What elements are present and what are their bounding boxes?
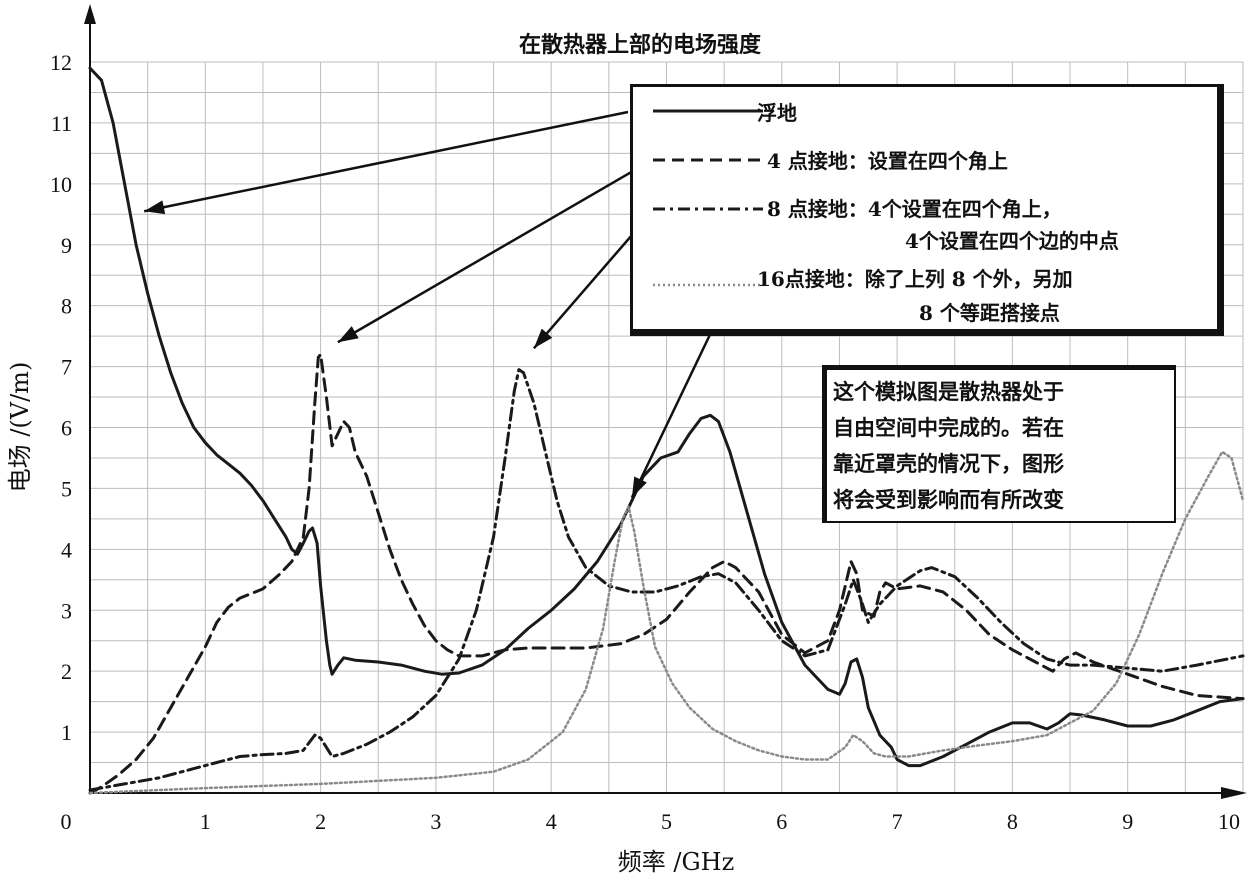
annotation-arrow-1 <box>337 158 653 344</box>
x-tick-label: 7 <box>892 809 903 834</box>
x-tick-label: 1 <box>200 809 211 834</box>
x-tick-label: 2 <box>315 809 326 834</box>
y-axis-label: 电场 /(V/m) <box>6 362 34 493</box>
y-tick-label: 6 <box>61 416 72 441</box>
y-tick-label: 3 <box>61 598 72 623</box>
chart-title: 在散热器上部的电场强度 <box>519 32 762 58</box>
x-tick-label: 5 <box>661 809 672 834</box>
y-tick-label: 4 <box>61 537 72 562</box>
x-tick-label: 9 <box>1122 809 1133 834</box>
legend-label-16pt-line2: 8 个等距搭接点 <box>919 301 1060 325</box>
series-line-1 <box>88 352 1245 795</box>
x-axis-arrow <box>1221 787 1247 799</box>
legend-label-16pt: 16点接地：除了上列 8 个外，另加 <box>757 267 1073 291</box>
arrowhead-icon <box>144 200 166 215</box>
y-tick-label: 9 <box>61 233 72 258</box>
x-tick-label: 3 <box>430 809 441 834</box>
series-line-0 <box>88 66 1245 768</box>
legend-swatches <box>653 109 763 287</box>
series-lines <box>88 66 1245 795</box>
series-line-3 <box>88 450 1245 795</box>
legend-label-floating: 浮地 <box>757 101 797 125</box>
y-tick-label: 7 <box>61 355 72 380</box>
annotation-note: 这个模拟图是散热器处于 自由空间中完成的。若在 靠近罩壳的情况下，图形 将会受到… <box>822 365 1176 523</box>
x-tick-label: 0 <box>61 809 72 834</box>
y-axis-arrow <box>84 4 96 24</box>
x-tick-label: 10 <box>1218 809 1240 834</box>
x-tick-label: 4 <box>546 809 557 834</box>
y-tick-label: 2 <box>61 659 72 684</box>
y-tick-label: 8 <box>61 294 72 319</box>
x-axis-label: 频率 /GHz <box>618 848 734 876</box>
arrowhead-icon <box>631 476 647 498</box>
y-tick-label: 10 <box>50 172 72 197</box>
y-tick-label: 1 <box>61 720 72 745</box>
y-tick-label: 5 <box>61 476 72 501</box>
legend-label-8pt: 8 点接地：4个设置在四个角上， <box>767 197 1062 221</box>
x-tick-labels: 0 1 2 3 4 5 6 7 8 9 10 <box>61 809 1241 834</box>
annotation-arrow-0 <box>143 110 629 213</box>
y-tick-label: 12 <box>50 50 72 75</box>
x-tick-label: 6 <box>776 809 787 834</box>
arrowhead-icon <box>533 328 553 349</box>
axes <box>84 4 1247 799</box>
series-line-2 <box>88 368 1245 792</box>
legend-label-4pt: 4 点接地：设置在四个角上 <box>767 149 1008 173</box>
note-line: 自由空间中完成的。若在 <box>833 415 1064 440</box>
legend-label-8pt-line2: 4个设置在四个边的中点 <box>905 229 1119 253</box>
legend: 浮地 4 点接地：设置在四个角上 8 点接地：4个设置在四个角上， 4个设置在四… <box>630 84 1224 336</box>
note-line: 这个模拟图是散热器处于 <box>833 379 1064 404</box>
arrowhead-icon <box>337 326 359 343</box>
note-line: 靠近罩壳的情况下，图形 <box>833 451 1064 476</box>
y-tick-label: 11 <box>51 111 72 136</box>
x-tick-label: 8 <box>1007 809 1018 834</box>
note-line: 将会受到影响而有所改变 <box>833 487 1064 512</box>
